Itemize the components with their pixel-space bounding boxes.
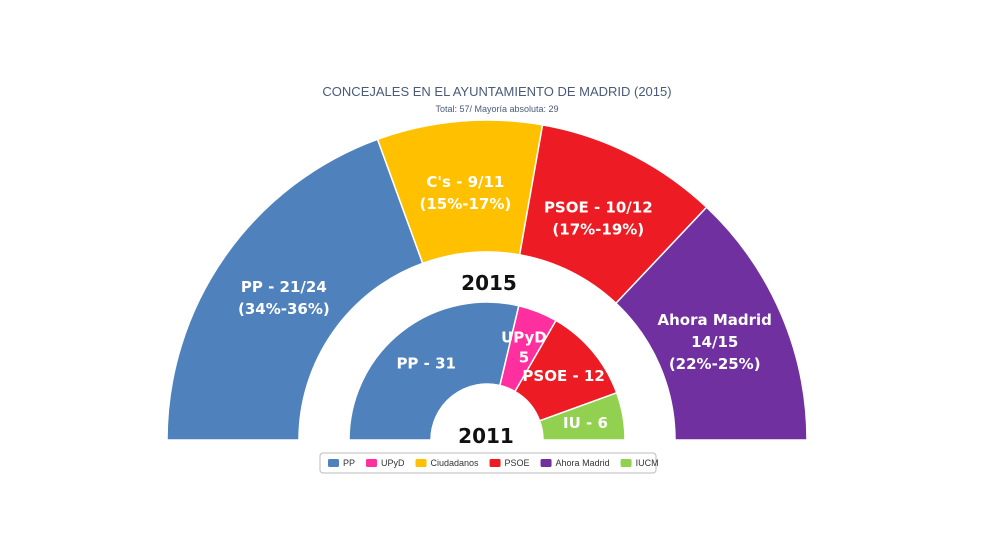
segment-2011-iucm [538, 391, 626, 441]
segment-label-2011-upyd: UPyD 5 [501, 328, 547, 366]
segment-label-2015-pp: PP - 21/24 (34%-36%) [238, 278, 330, 318]
segment-label-2011-iucm: IU - 6 [563, 414, 608, 432]
legend: PP UPyD Ciudadanos PSOE Ahora Madrid IUCM [319, 452, 659, 474]
legend-label-psoe: PSOE [505, 458, 530, 468]
legend-swatch-upyd [366, 459, 378, 467]
segment-label-2015-ahora-madrid: Ahora Madrid 14/15 (22%-25%) [658, 311, 772, 373]
legend-swatch-psoe [489, 459, 501, 467]
year-label-2011: 2011 [458, 424, 514, 448]
legend-label-ahora-madrid: Ahora Madrid [556, 458, 610, 468]
segment-label-2011-pp: PP - 31 [396, 354, 456, 372]
segment-label-2011-psoe: PSOE - 12 [522, 367, 604, 385]
legend-swatch-pp [328, 459, 339, 467]
legend-box [319, 452, 657, 474]
segment-label-2015-psoe: PSOE - 10/12 (17%-19%) [544, 199, 653, 239]
segment-2011-pp [348, 301, 520, 441]
legend-label-iucm: IUCM [636, 458, 659, 468]
legend-label-upyd: UPyD [381, 458, 405, 468]
outer-ring-2015: PP - 21/24 (34%-36%) C's - 9/11 (15%-17%) PS… [166, 119, 808, 441]
legend-label-ciudadanos: Ciudadanos [431, 458, 480, 468]
segment-label-2015-ciudadanos: C's - 9/11 (15%-17%) [420, 173, 512, 213]
legend-swatch-ahora-madrid [540, 459, 552, 467]
chart-title: CONCEJALES EN EL AYUNTAMIENTO DE MADRID … [322, 84, 671, 99]
legend-label-pp: PP [343, 458, 355, 468]
legend-swatch-ciudadanos [415, 459, 427, 467]
segment-2015-pp [166, 138, 424, 441]
legend-swatch-iucm [620, 459, 632, 467]
year-label-2015: 2015 [461, 271, 517, 295]
segment-2015-ahora-madrid [614, 206, 808, 441]
chart-subtitle: Total: 57/ Mayoría absoluta: 29 [435, 104, 558, 114]
